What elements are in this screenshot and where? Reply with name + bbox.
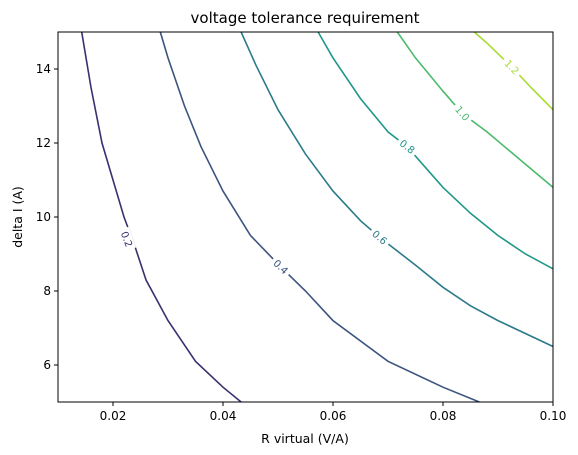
y-tick-label: 12 <box>36 136 51 150</box>
y-axis: 6 8 10 12 14 <box>36 62 58 372</box>
contour-label-group: 0.2 <box>117 226 137 252</box>
contour-label-gap <box>450 101 475 126</box>
x-tick-label: 0.06 <box>320 409 347 423</box>
x-tick-label: 0.10 <box>540 409 567 423</box>
contour-label-gap <box>394 135 420 159</box>
x-tick-label: 0.04 <box>210 409 237 423</box>
contour-label-0.2: 0.2 <box>118 230 134 249</box>
contour-label-gap <box>499 54 524 80</box>
y-tick-label: 8 <box>43 284 51 298</box>
contour-line-0.6 <box>240 31 554 348</box>
contour-line-0.2 <box>80 31 242 403</box>
y-tick-label: 6 <box>43 358 51 372</box>
chart-title: voltage tolerance requirement <box>191 9 420 27</box>
y-tick-label: 14 <box>36 62 51 76</box>
y-tick-label: 10 <box>36 210 51 224</box>
x-tick-label: 0.02 <box>100 409 127 423</box>
y-axis-label: delta I (A) <box>10 186 25 248</box>
x-axis: 0.02 0.04 0.06 0.08 0.10 <box>100 402 567 423</box>
contour-lines: 0.20.40.60.81.01.2 <box>80 31 554 403</box>
x-tick-label: 0.08 <box>430 409 457 423</box>
contour-label-gap <box>268 254 293 279</box>
contour-label-group: 1.0 <box>450 101 475 126</box>
contour-label-group: 0.8 <box>394 135 420 159</box>
contour-label-gap <box>367 225 392 250</box>
contour-label-gap <box>117 226 137 252</box>
plot-area-frame <box>57 31 554 403</box>
contour-line-0.8 <box>317 31 554 270</box>
contour-line-0.4 <box>159 31 480 403</box>
contour-line-1.0 <box>396 31 554 189</box>
x-axis-label: R virtual (V/A) <box>261 431 349 446</box>
